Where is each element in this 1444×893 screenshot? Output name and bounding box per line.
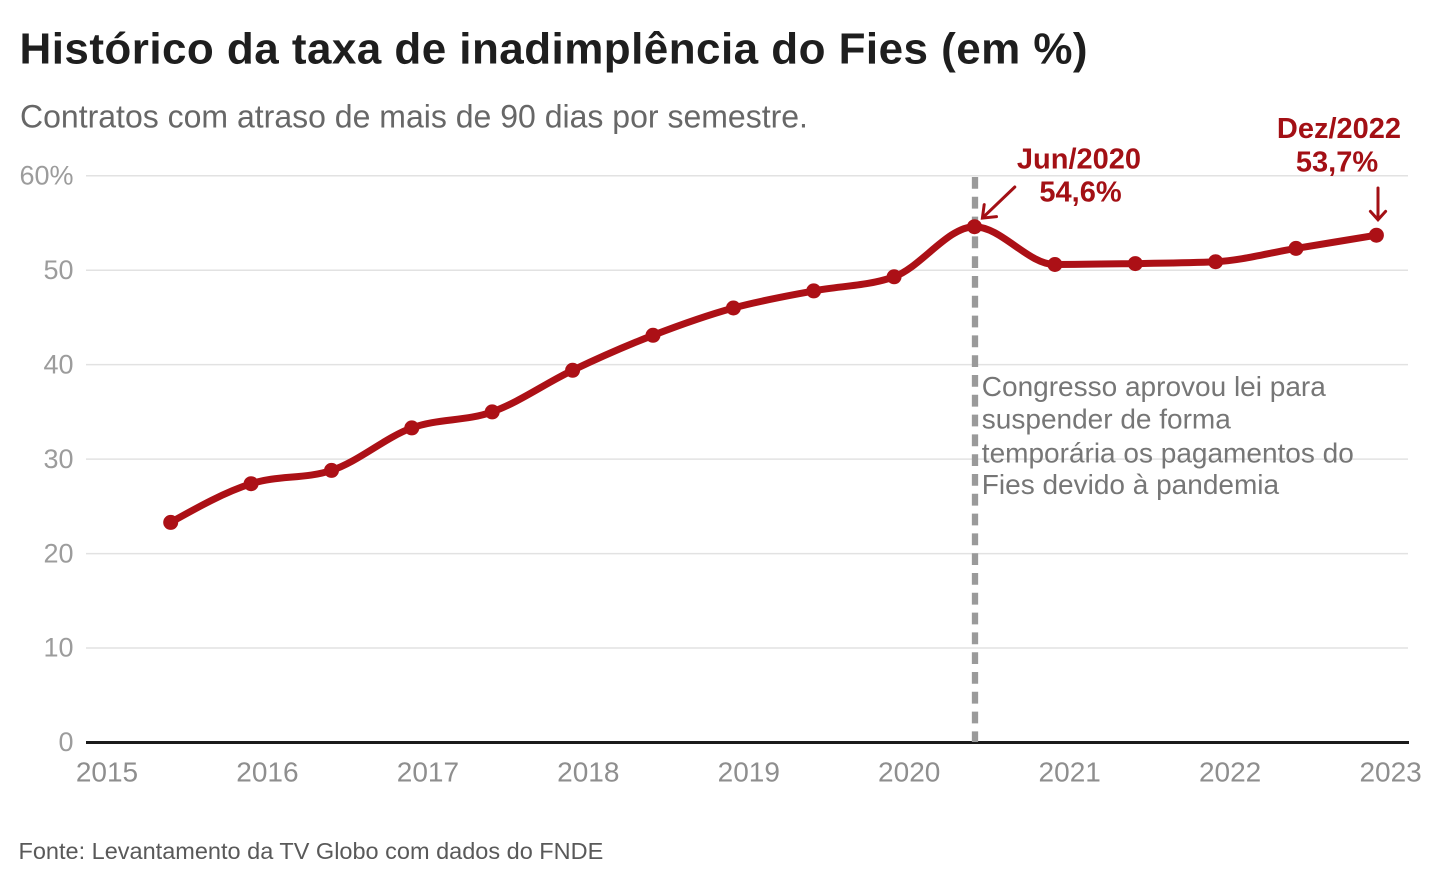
svg-text:Fonte: Levantamento da TV Glob: Fonte: Levantamento da TV Globo com dado… [19,838,604,864]
svg-text:Jun/2020: Jun/2020 [1017,143,1141,175]
svg-text:53,7%: 53,7% [1296,147,1378,179]
svg-text:2017: 2017 [397,757,459,788]
svg-text:54,6%: 54,6% [1039,177,1121,209]
svg-text:Fies devido à pandemia: Fies devido à pandemia [982,469,1280,500]
svg-text:0: 0 [58,727,73,757]
svg-text:2020: 2020 [878,757,940,788]
svg-text:2021: 2021 [1039,757,1101,788]
svg-text:Contratos com atraso de mais d: Contratos com atraso de mais de 90 dias … [20,99,808,135]
svg-text:suspender de forma: suspender de forma [982,404,1231,435]
svg-text:2018: 2018 [557,757,619,788]
svg-text:60%: 60% [19,160,73,190]
svg-text:2019: 2019 [718,757,780,788]
svg-text:2023: 2023 [1359,757,1421,788]
svg-text:Histórico da taxa de inadimplê: Histórico da taxa de inadimplência do Fi… [20,24,1089,73]
svg-text:2015: 2015 [76,757,138,788]
svg-text:10: 10 [43,633,73,663]
svg-text:Congresso aprovou lei para: Congresso aprovou lei para [982,371,1326,402]
svg-text:temporária os pagamentos do: temporária os pagamentos do [982,437,1354,468]
svg-text:30: 30 [43,444,73,474]
svg-text:40: 40 [43,349,73,379]
svg-text:20: 20 [43,538,73,568]
svg-text:2016: 2016 [236,757,298,788]
svg-text:2022: 2022 [1199,757,1261,788]
svg-text:50: 50 [43,255,73,285]
svg-text:Dez/2022: Dez/2022 [1277,113,1401,145]
